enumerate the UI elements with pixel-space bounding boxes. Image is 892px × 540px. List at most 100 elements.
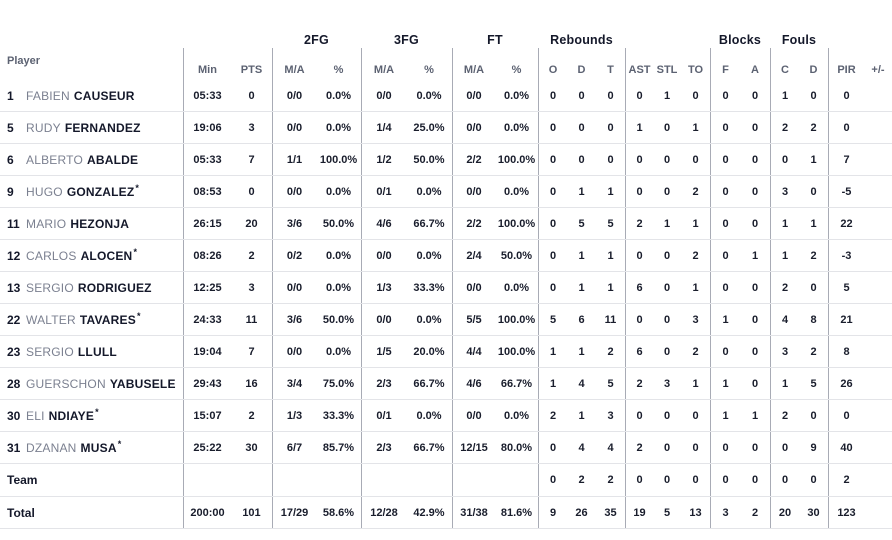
stat-foul-c: 4	[770, 304, 799, 335]
player-link[interactable]: 6 ALBERTO ABALDE	[0, 144, 183, 175]
stat-reb-d: 6	[578, 313, 585, 326]
player-link[interactable]: 12 CARLOS ALOCEN *	[0, 240, 183, 271]
stat-3fg-ma: 1/3	[361, 272, 406, 303]
stat-min: 19:04	[183, 336, 231, 367]
group-header-rebounds: Rebounds	[550, 33, 613, 47]
stat-2fg-ma: 3/4	[272, 368, 316, 399]
stat-ast: 0	[625, 240, 653, 271]
stat-ft-pct: 100.0%	[497, 313, 536, 326]
stat-reb-t: 1	[607, 281, 614, 294]
player-link[interactable]: 1 FABIEN CAUSEUR	[0, 80, 183, 111]
stat-ast: 6	[625, 272, 653, 303]
stat-foul-d: 0	[810, 409, 817, 422]
player-number: 31	[7, 440, 21, 455]
stat-stl: 0	[663, 474, 671, 486]
stat-foul-d: 5	[810, 377, 817, 390]
row-label: Team	[0, 464, 183, 496]
stat-blk-f: 3	[710, 497, 740, 528]
stat-3fg-ma: 1/5	[361, 336, 406, 367]
player-link[interactable]: 31 DZANAN MUSA *	[0, 432, 183, 463]
team-row: Team 0 2 2 0 0 0 0 0 0 0 2	[0, 464, 892, 497]
player-link[interactable]: 9 HUGO GONZALEZ *	[0, 176, 183, 207]
stat-2fg-ma: 6/7	[272, 432, 316, 463]
stat-3fg-pct: 0.0%	[416, 409, 442, 422]
player-first-name: GUERSCHON	[26, 376, 106, 391]
stat-pts: 7	[248, 345, 255, 358]
stat-blk-a: 0	[751, 313, 759, 326]
stat-stl: 0	[663, 121, 671, 134]
stat-reb-o: 0	[538, 432, 567, 463]
player-number: 6	[7, 152, 14, 167]
stat-plus-minus	[864, 112, 892, 143]
stat-stl: 3	[663, 377, 671, 390]
stat-ft-pct: 81.6%	[500, 506, 533, 519]
stat-reb-o: 0	[538, 464, 567, 496]
stat-2fg-pct: 0.0%	[325, 249, 352, 262]
stat-reb-d: 1	[578, 185, 585, 198]
stat-reb-d: 5	[578, 217, 585, 230]
stat-reb-t: 0	[607, 153, 614, 166]
stat-ft-pct: 66.7%	[500, 377, 533, 390]
stat-reb-o: 2	[538, 400, 567, 431]
player-link[interactable]: 11 MARIO HEZONJA	[0, 208, 183, 239]
stat-foul-d: 0	[810, 185, 817, 198]
stat-ft-pct: 0.0%	[503, 409, 530, 422]
stat-pts: 7	[248, 153, 255, 166]
stat-plus-minus	[864, 368, 892, 399]
player-last-name: FERNANDEZ	[64, 120, 141, 135]
stat-to: 13	[689, 506, 702, 519]
table-body: 1 FABIEN CAUSEUR 05:33 0 0/0 0.0% 0/0 0.0% 0/0 0.0…	[0, 80, 892, 529]
col-header-pir: PIR	[828, 48, 864, 80]
player-last-name: ALOCEN	[80, 248, 133, 263]
player-link[interactable]: 23 SERGIO LLULL	[0, 336, 183, 367]
row-label: Total	[0, 497, 183, 528]
stat-foul-d: 0	[810, 474, 817, 486]
player-link[interactable]: 13 SERGIO RODRIGUEZ	[0, 272, 183, 303]
col-header-min: Min	[183, 48, 231, 80]
stat-ft-ma: 0/0	[452, 112, 495, 143]
stat-foul-c: 2	[770, 112, 799, 143]
stat-blk-a: 0	[751, 377, 759, 390]
player-link[interactable]: 28 GUERSCHON YABUSELE	[0, 368, 183, 399]
stat-plus-minus	[864, 240, 892, 271]
stat-foul-c: 1	[770, 240, 799, 271]
stat-pts: 2	[248, 249, 255, 262]
row-label-text: Total	[7, 505, 35, 520]
table-row: 13 SERGIO RODRIGUEZ 12:25 3 0/0 0.0% 1/3 33.3% 0/…	[0, 272, 892, 304]
stat-reb-t: 4	[607, 441, 614, 454]
stat-blk-f: 0	[710, 240, 740, 271]
stat-2fg-pct: 0.0%	[325, 345, 352, 358]
stat-ft-ma: 12/15	[452, 432, 495, 463]
stat-blk-a: 2	[751, 506, 759, 519]
stat-reb-d: 0	[578, 89, 585, 102]
stat-min: 25:22	[183, 432, 231, 463]
stat-plus-minus	[864, 464, 892, 496]
stat-ast: 2	[625, 368, 653, 399]
player-number: 11	[7, 216, 20, 231]
player-number: 30	[7, 408, 21, 423]
stat-plus-minus	[864, 272, 892, 303]
stat-reb-o: 5	[538, 304, 567, 335]
stat-plus-minus	[864, 144, 892, 175]
stat-ft-pct: 0.0%	[503, 89, 530, 102]
stat-2fg-pct: 33.3%	[322, 409, 355, 422]
table-row: 12 CARLOS ALOCEN * 08:26 2 0/2 0.0% 0/0 0.0% 2/4 50…	[0, 240, 892, 272]
stat-3fg-ma	[361, 464, 406, 496]
col-header-player: Player	[7, 55, 41, 67]
stat-pir: 0	[828, 112, 864, 143]
stat-pts: 20	[245, 217, 258, 230]
player-link[interactable]: 22 WALTER TAVARES *	[0, 304, 183, 335]
stat-plus-minus	[864, 432, 892, 463]
stat-ast: 6	[625, 336, 653, 367]
stat-2fg-ma: 3/6	[272, 208, 316, 239]
stat-2fg-ma: 0/0	[272, 336, 316, 367]
stat-blk-a: 0	[751, 153, 759, 166]
stat-ft-ma: 31/38	[452, 497, 495, 528]
player-number: 28	[7, 376, 21, 391]
stat-reb-o: 0	[538, 208, 567, 239]
player-link[interactable]: 30 ELI NDIAYE *	[0, 400, 183, 431]
stat-pir: 26	[828, 368, 864, 399]
stat-pir: 40	[828, 432, 864, 463]
stat-pir: 5	[828, 272, 864, 303]
player-link[interactable]: 5 RUDY FERNANDEZ	[0, 112, 183, 143]
